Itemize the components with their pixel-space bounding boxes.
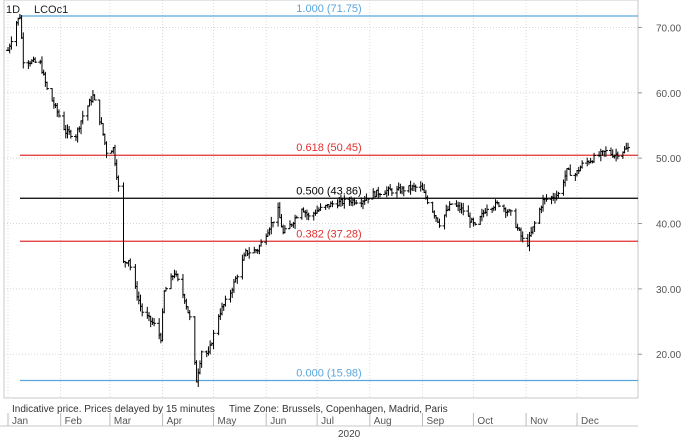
price-bars [6, 13, 630, 387]
x-tick-label: Jan [12, 416, 28, 427]
y-tick-label: 40.00 [656, 220, 681, 231]
fib-label-0-500: 0.500 (43.86) [296, 185, 361, 197]
y-tick-label: 70.00 [656, 23, 681, 34]
x-tick-label: Aug [374, 416, 392, 427]
y-tick-label: 50.00 [656, 154, 681, 165]
grid [3, 0, 639, 399]
delay-note: Indicative price. Prices delayed by 15 m… [12, 404, 215, 415]
y-tick-label: 20.00 [656, 350, 681, 361]
interval-label[interactable]: 1D [6, 4, 20, 16]
fib-label-1-000: 1.000 (71.75) [296, 3, 361, 15]
x-tick-label: Feb [65, 416, 83, 427]
symbol-label: LCOc1 [34, 4, 68, 16]
x-tick-label: Oct [477, 416, 493, 427]
fibonacci-levels: 1.000 (71.75) 0.618 (50.45) 0.500 (43.86) 0… [20, 3, 638, 382]
axes: Jan Feb Mar Apr May Jun Jul Aug Sep Oct Nov Dec 20.0… [0, 23, 681, 427]
y-tick-label: 60.00 [656, 89, 681, 100]
x-tick-label: Nov [530, 416, 548, 427]
x-tick-label: Mar [114, 416, 132, 427]
timezone-note: Time Zone: Brussels, Copenhagen, Madrid,… [229, 404, 448, 415]
year-label: 2020 [338, 429, 361, 440]
fib-label-0-000: 0.000 (15.98) [296, 367, 361, 379]
x-tick-label: Jun [270, 416, 286, 427]
fib-label-0-618: 0.618 (50.45) [296, 142, 361, 154]
plot-frame [3, 0, 639, 399]
fib-label-0-382: 0.382 (37.28) [296, 228, 361, 240]
x-tick-label: May [218, 416, 237, 427]
x-tick-label: Sep [426, 416, 444, 427]
x-tick-label: Apr [167, 416, 183, 427]
x-tick-label: Dec [581, 416, 599, 427]
y-tick-label: 30.00 [656, 285, 681, 296]
x-tick-label: Jul [321, 416, 334, 427]
